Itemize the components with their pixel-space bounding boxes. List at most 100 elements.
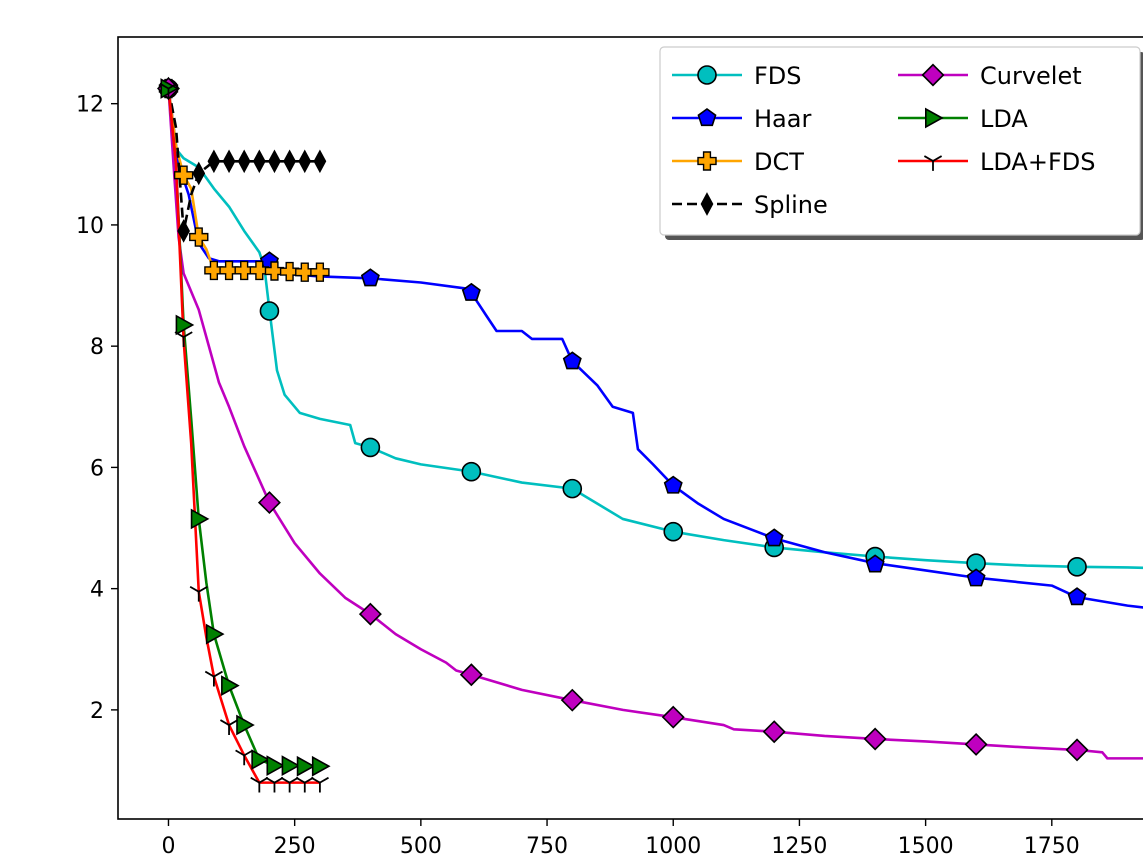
legend-marker-lda-fds [923, 155, 943, 171]
series-line-spline [167, 88, 320, 233]
data-point-lda [205, 623, 225, 645]
data-point-haar [461, 282, 481, 301]
y-tick-label: 4 [90, 578, 104, 603]
legend-label-lda-fds: LDA+FDS [980, 148, 1095, 176]
legend-entry-dct: DCT [672, 148, 804, 176]
x-tick-label: 500 [400, 834, 442, 859]
data-point-lda-fds [250, 776, 269, 793]
legend-label-haar: Haar [754, 105, 811, 133]
x-tick-label: 750 [526, 834, 568, 859]
legend: FDS Haar DCT Spline Curvelet LDA LDA+FDS [659, 46, 1143, 240]
data-point-spline [222, 149, 236, 174]
data-point-fds [461, 461, 482, 482]
data-point-haar [764, 528, 784, 547]
legend-marker-dct [697, 151, 717, 171]
legend-marker-fds [697, 65, 717, 85]
data-point-dct [189, 227, 209, 247]
data-point-lda [190, 508, 210, 530]
legend-label-spline: Spline [754, 191, 828, 219]
data-point-spline [207, 149, 221, 174]
data-point-fds [562, 478, 583, 499]
legend-entry-fds: FDS [672, 62, 802, 90]
data-point-dct [264, 261, 285, 281]
y-tick-label: 2 [90, 699, 104, 724]
data-point-haar [562, 351, 582, 370]
legend-box [659, 46, 1141, 236]
y-axis: 2 4 6 8 10 12 [76, 93, 118, 724]
y-tick-label: 12 [76, 93, 104, 118]
data-point-haar [865, 554, 885, 573]
legend-marker-spline [700, 192, 714, 216]
series-markers [156, 76, 1089, 793]
plot-area [156, 76, 1143, 793]
data-point-dct [295, 262, 315, 282]
data-point-haar [360, 268, 380, 287]
data-point-curvelet [459, 663, 483, 687]
data-point-haar [966, 568, 986, 587]
y-tick-label: 6 [90, 456, 104, 481]
series-line-fds [167, 88, 1143, 570]
data-point-lda-fds [159, 82, 178, 99]
data-point-lda [251, 749, 270, 770]
legend-marker-haar [697, 108, 717, 127]
legend-marker-lda [924, 107, 944, 129]
data-point-fds [360, 437, 381, 458]
data-point-curvelet [1065, 738, 1089, 762]
legend-label-lda: LDA [980, 105, 1028, 133]
data-point-lda-fds [174, 331, 193, 347]
data-point-dct [310, 262, 330, 282]
x-tick-label: 1250 [771, 834, 827, 859]
data-point-curvelet [964, 732, 988, 756]
data-point-curvelet [863, 727, 887, 751]
data-point-curvelet [762, 720, 786, 744]
x-tick-label: 0 [161, 834, 175, 859]
data-point-lda [266, 755, 286, 777]
data-point-dct [279, 261, 300, 282]
data-point-lda [296, 755, 316, 777]
data-point-lda [175, 314, 195, 336]
data-point-lda [311, 755, 331, 777]
data-point-dct [249, 260, 270, 281]
legend-label-fds: FDS [754, 62, 802, 90]
legend-entry-lda-fds: LDA+FDS [898, 148, 1095, 176]
x-tick-label: 1750 [1024, 834, 1080, 859]
data-point-curvelet [560, 688, 584, 712]
x-tick-label: 1500 [898, 834, 954, 859]
legend-label-dct: DCT [754, 148, 804, 176]
data-point-lda [236, 714, 255, 736]
legend-entry-curvelet: Curvelet [898, 62, 1082, 90]
data-point-spline [283, 149, 296, 174]
data-point-curvelet [661, 705, 685, 729]
data-point-lda [221, 675, 240, 696]
series-line-curvelet [167, 88, 1143, 760]
data-point-lda [281, 755, 301, 777]
x-tick-label: 1000 [645, 834, 701, 859]
data-point-dct [204, 260, 224, 281]
axes-frame [117, 36, 1143, 820]
legend-label-curvelet: Curvelet [980, 62, 1082, 90]
data-point-dct [173, 165, 194, 185]
data-point-lda-fds [295, 776, 314, 793]
data-point-haar [663, 475, 683, 494]
data-point-dct [219, 260, 239, 281]
data-point-haar [1067, 587, 1087, 606]
data-point-spline [313, 149, 327, 174]
data-point-dct [234, 260, 254, 281]
legend-marker-curvelet [921, 63, 945, 87]
data-point-spline [237, 149, 251, 174]
data-point-curvelet [257, 491, 281, 515]
data-point-lda-fds [235, 749, 254, 766]
y-tick-label: 10 [76, 214, 104, 239]
legend-entry-spline: Spline [672, 191, 828, 219]
data-point-lda-fds [265, 776, 284, 793]
data-point-spline [298, 149, 312, 174]
series-line-dct [167, 88, 320, 274]
data-point-spline [268, 149, 281, 174]
data-point-curvelet [358, 602, 382, 626]
data-point-lda-fds [219, 719, 239, 735]
data-point-spline [252, 149, 266, 174]
data-point-fds [259, 301, 280, 321]
data-point-lda-fds [204, 670, 223, 687]
y-tick-label: 8 [90, 335, 104, 360]
